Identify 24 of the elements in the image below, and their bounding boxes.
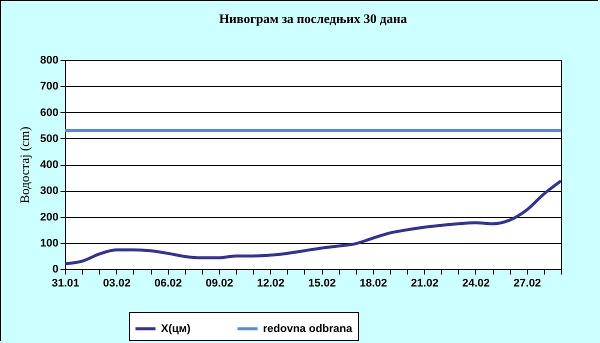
x-tick-label: 09.02: [206, 278, 234, 290]
y-tick-label: 500: [40, 132, 58, 145]
y-tick-label: 100: [40, 237, 58, 250]
x-tick-label: 15.02: [308, 278, 336, 290]
y-tick-label: 0: [52, 264, 58, 276]
y-tick-label: 700: [40, 80, 58, 93]
x-tick-label: 18.02: [360, 278, 388, 290]
chart-title: Нивограм за последњих 30 дана: [219, 11, 408, 26]
y-tick-label: 300: [40, 185, 58, 198]
y-tick-label: 400: [40, 159, 58, 171]
x-tick-label: 27.02: [514, 278, 542, 290]
x-tick-label: 21.02: [410, 278, 438, 290]
y-axis-title: Водостај (cm): [17, 126, 32, 204]
y-tick-label: 800: [40, 54, 58, 66]
x-tick-label: 12.02: [256, 278, 285, 290]
x-tick-label: 06.02: [154, 278, 182, 290]
x-tick-label: 24.02: [462, 278, 490, 290]
x-tick-label: 03.02: [103, 278, 131, 290]
line-series: [64, 179, 562, 266]
y-tick-label: 600: [40, 106, 58, 119]
legend-label: X(цм): [161, 322, 191, 335]
x-tick-label: 31.01: [52, 278, 80, 290]
legend-label: redovna odbrana: [263, 322, 354, 335]
y-tick-label: 200: [40, 211, 58, 224]
